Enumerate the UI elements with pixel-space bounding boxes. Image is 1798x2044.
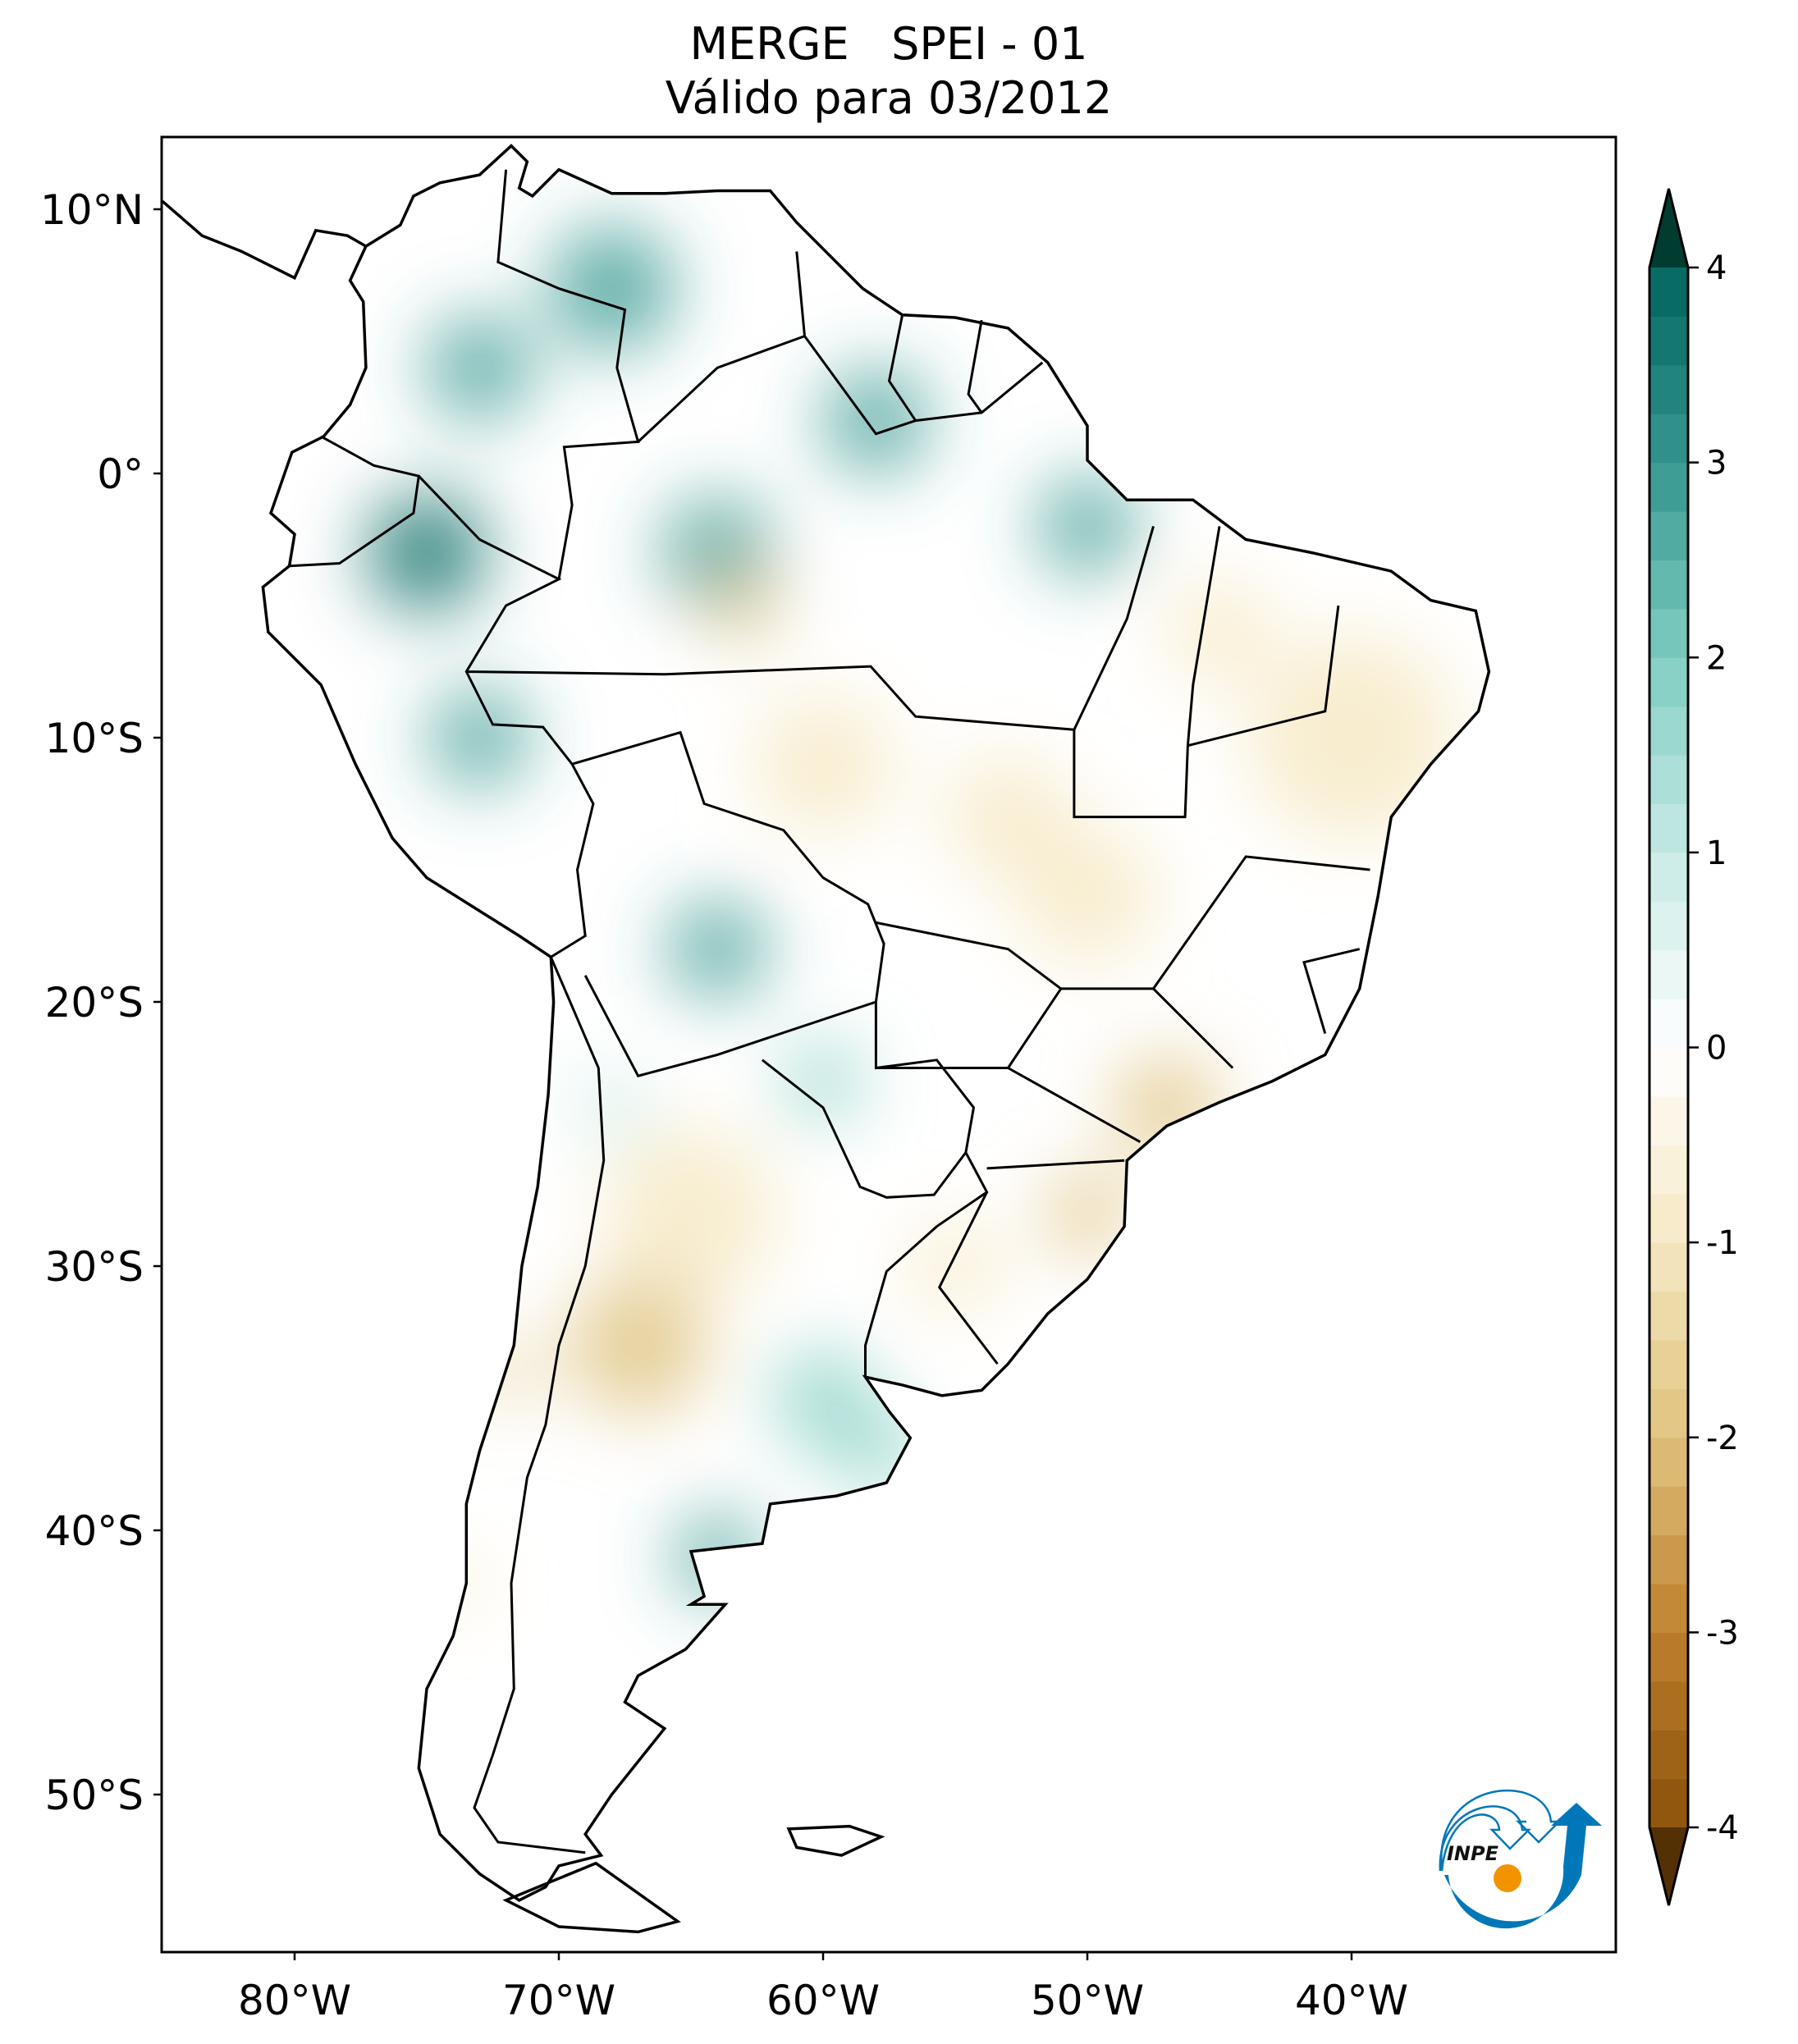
colorbar-segment: [1649, 462, 1688, 512]
lon-tick-label: 80°W: [238, 1977, 351, 2024]
spei-anomaly-patch: [577, 1072, 647, 1142]
spei-anomaly-patch: [824, 368, 928, 473]
inpe-logo: INPE: [1439, 1789, 1602, 1929]
spei-anomaly-patch: [675, 1515, 759, 1598]
colorbar-extend-max: [1649, 189, 1688, 268]
colorbar-tick-label: 3: [1706, 445, 1727, 482]
colorbar-segment: [1649, 706, 1688, 756]
colorbar-segment: [1649, 1388, 1688, 1438]
colorbar-segment: [1649, 1437, 1688, 1487]
lat-tick-label: 40°S: [45, 1507, 144, 1555]
colorbar-segment: [1649, 1291, 1688, 1341]
spei-anomaly-patch: [754, 695, 892, 833]
colorbar-segment: [1649, 1193, 1688, 1243]
colorbar-segment: [1649, 901, 1688, 951]
colorbar-segment: [1649, 1632, 1688, 1682]
colorbar-segment: [1649, 1339, 1688, 1389]
colorbar-segment: [1649, 755, 1688, 805]
colorbar-segment: [1649, 560, 1688, 610]
lon-tick-label: 50°W: [1031, 1977, 1144, 2024]
lat-tick-label: 10°S: [45, 715, 144, 762]
map-frame: [160, 135, 1617, 1954]
chart-title: MERGE SPEI - 01: [689, 18, 1088, 70]
colorbar-tick-label: -1: [1706, 1224, 1739, 1262]
spei-anomaly-patch: [1248, 634, 1455, 841]
colorbar-tick-label: -4: [1706, 1809, 1739, 1847]
lon-tick-label: 60°W: [766, 1977, 880, 2024]
spei-anomaly-patch: [1039, 478, 1136, 575]
colorbar-segment: [1649, 1486, 1688, 1536]
spei-anomaly-patch: [431, 689, 528, 786]
spei-anomaly-patch: [1045, 1172, 1129, 1255]
colorbar-segment: [1649, 316, 1688, 366]
lat-tick-label: 50°S: [45, 1772, 144, 1819]
spei-anomaly-patch: [1114, 1056, 1219, 1159]
lon-tick-label: 40°W: [1295, 1977, 1408, 2024]
spei-anomaly-patch: [1018, 827, 1156, 965]
spei-anomaly-patch: [368, 494, 486, 611]
spei-anomaly-patch: [669, 900, 766, 998]
colorbar-extend-min: [1649, 1827, 1688, 1905]
spei-anomaly-patch: [709, 571, 779, 640]
spei-anomaly-patch: [785, 1043, 862, 1119]
colorbar-segment: [1649, 999, 1688, 1049]
spei-anomaly-patch: [910, 1221, 1000, 1311]
colorbar-segment: [1649, 949, 1688, 999]
lat-tick-label: 30°S: [45, 1243, 144, 1291]
colorbar-segment: [1649, 657, 1688, 707]
lat-tick-label: 20°S: [45, 979, 144, 1027]
colorbar-segment: [1649, 364, 1688, 414]
spei-anomaly-patch: [775, 1350, 872, 1447]
colorbar-segment: [1649, 608, 1688, 658]
lat-tick-label: 0°: [97, 450, 144, 498]
colorbar-tick-label: 0: [1706, 1030, 1727, 1068]
colorbar-tick-label: 2: [1706, 639, 1727, 677]
colorbar-segment: [1649, 1145, 1688, 1195]
spei-anomaly-patch: [425, 1555, 481, 1611]
colorbar-segment: [1649, 1583, 1688, 1633]
colorbar-segment: [1649, 1095, 1688, 1145]
lon-tick-label: 70°W: [502, 1977, 615, 2024]
colorbar-segment: [1649, 1730, 1688, 1780]
spei-anomaly-patch: [946, 755, 1070, 879]
spei-anomaly-patch: [569, 1276, 707, 1415]
colorbar-segment: [1649, 803, 1688, 853]
chart-subtitle: Válido para 03/2012: [665, 72, 1113, 124]
colorbar-segment: [1649, 1778, 1688, 1828]
colorbar-segment: [1649, 268, 1688, 318]
spei-anomaly-patch: [550, 226, 674, 350]
colorbar-segment: [1649, 1534, 1688, 1584]
colorbar: 4 3 2 1 0 -1 -2 -3 -4: [1648, 188, 1739, 1906]
colorbar-segment: [1649, 1242, 1688, 1292]
colorbar-segment: [1649, 1680, 1688, 1731]
colorbar-segment: [1649, 414, 1688, 464]
colorbar-segment: [1649, 852, 1688, 902]
colorbar-tick-label: 1: [1706, 835, 1727, 872]
lat-tick-label: 10°N: [40, 186, 144, 234]
colorbar-segment: [1649, 1047, 1688, 1097]
colorbar-segment: [1649, 511, 1688, 561]
colorbar-tick-label: -2: [1706, 1420, 1739, 1457]
colorbar-tick-label: -3: [1706, 1614, 1739, 1652]
country-borders: [289, 169, 1370, 1854]
spei-anomaly-patch: [605, 1127, 777, 1300]
spei-anomaly-patch: [1168, 580, 1271, 684]
colorbar-tick-label: 4: [1706, 249, 1727, 287]
spei-anomaly-patch: [428, 316, 532, 419]
coastline: [162, 144, 1491, 1934]
logo-text: INPE: [1447, 1842, 1499, 1865]
